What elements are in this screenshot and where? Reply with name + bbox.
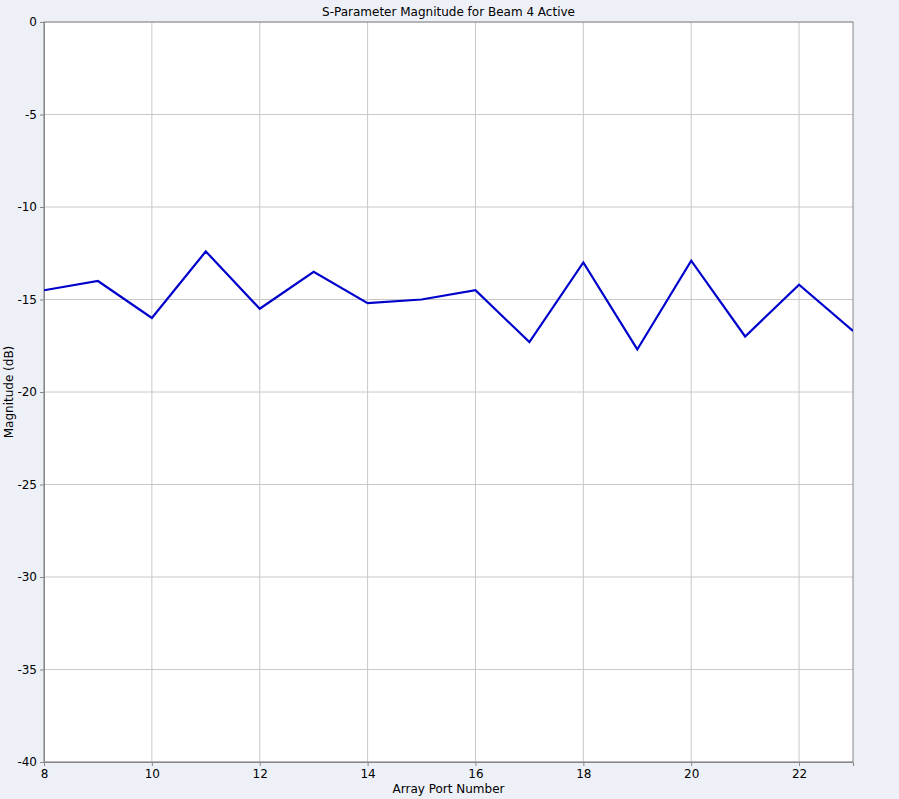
tick-mark: [475, 762, 476, 766]
tick: 10: [145, 762, 160, 781]
chart: 8 10 12 14 16 18 20 22 -40 -35 -30 -25 -20 -15 -10 -5 0 S…: [0, 0, 899, 799]
plot-area: [44, 22, 853, 762]
tick-label: -15: [17, 293, 37, 307]
tick: -5: [25, 108, 44, 122]
tick-label: -40: [17, 755, 37, 769]
tick-label: 20: [684, 767, 699, 781]
grid-line-y: [44, 484, 853, 485]
tick: -25: [17, 478, 44, 492]
tick-mark: [799, 762, 800, 766]
tick: -30: [17, 570, 44, 584]
y-axis: -40 -35 -30 -25 -20 -15 -10 -5 0: [17, 15, 44, 769]
tick-label: -5: [25, 108, 37, 122]
tick-mark: [691, 762, 692, 766]
grid: [44, 22, 853, 762]
tick-label: -20: [17, 385, 37, 399]
tick-mark: [40, 392, 44, 393]
grid-line-y: [44, 577, 853, 578]
grid-line-y: [44, 669, 853, 670]
tick-mark: [40, 22, 44, 23]
tick-mark: [40, 577, 44, 578]
tick-label: 12: [253, 767, 268, 781]
grid-line-y: [44, 392, 853, 393]
tick-label: 0: [29, 15, 37, 29]
tick-mark: [40, 762, 44, 763]
tick-label: 8: [41, 767, 49, 781]
tick: 16: [468, 762, 483, 781]
tick-mark: [260, 762, 261, 766]
tick-mark: [583, 762, 584, 766]
tick-label: -25: [17, 478, 37, 492]
tick-label: 18: [576, 767, 591, 781]
tick-mark: [40, 115, 44, 116]
tick-mark: [368, 762, 369, 766]
tick: 8: [41, 762, 49, 781]
axis-line: [45, 763, 854, 767]
tick-label: 16: [468, 767, 483, 781]
tick: -10: [17, 200, 44, 214]
tick: -20: [17, 385, 44, 399]
series-group: [44, 251, 853, 349]
tick: 20: [684, 762, 699, 781]
grid-line-y: [44, 207, 853, 208]
tick-mark: [152, 762, 153, 766]
tick: -40: [17, 755, 44, 769]
tick-label: 22: [792, 767, 807, 781]
tick-label: 10: [145, 767, 160, 781]
tick-label: 14: [360, 767, 375, 781]
y-axis-title: Magnitude (dB): [2, 346, 16, 439]
tick-label: -35: [17, 663, 37, 677]
background: [0, 0, 899, 799]
tick: 14: [360, 762, 375, 781]
tick: 0: [29, 15, 44, 29]
grid-line-y: [44, 114, 853, 115]
tick: -15: [17, 293, 44, 307]
tick-mark: [40, 485, 44, 486]
tick-mark: [40, 670, 44, 671]
x-axis-title: Array Port Number: [393, 782, 505, 796]
tick: 22: [792, 762, 807, 781]
tick: 18: [576, 762, 591, 781]
tick-mark: [40, 207, 44, 208]
data-line: [44, 251, 853, 349]
tick: -35: [17, 663, 44, 677]
tick: 12: [253, 762, 268, 781]
tick-label: -30: [17, 570, 37, 584]
tick-mark: [40, 300, 44, 301]
plot-frame: [44, 22, 853, 762]
title: S-Parameter Magnitude for Beam 4 Active: [322, 5, 575, 19]
tick-label: -10: [17, 200, 37, 214]
x-axis: 8 10 12 14 16 18 20 22: [41, 762, 854, 781]
